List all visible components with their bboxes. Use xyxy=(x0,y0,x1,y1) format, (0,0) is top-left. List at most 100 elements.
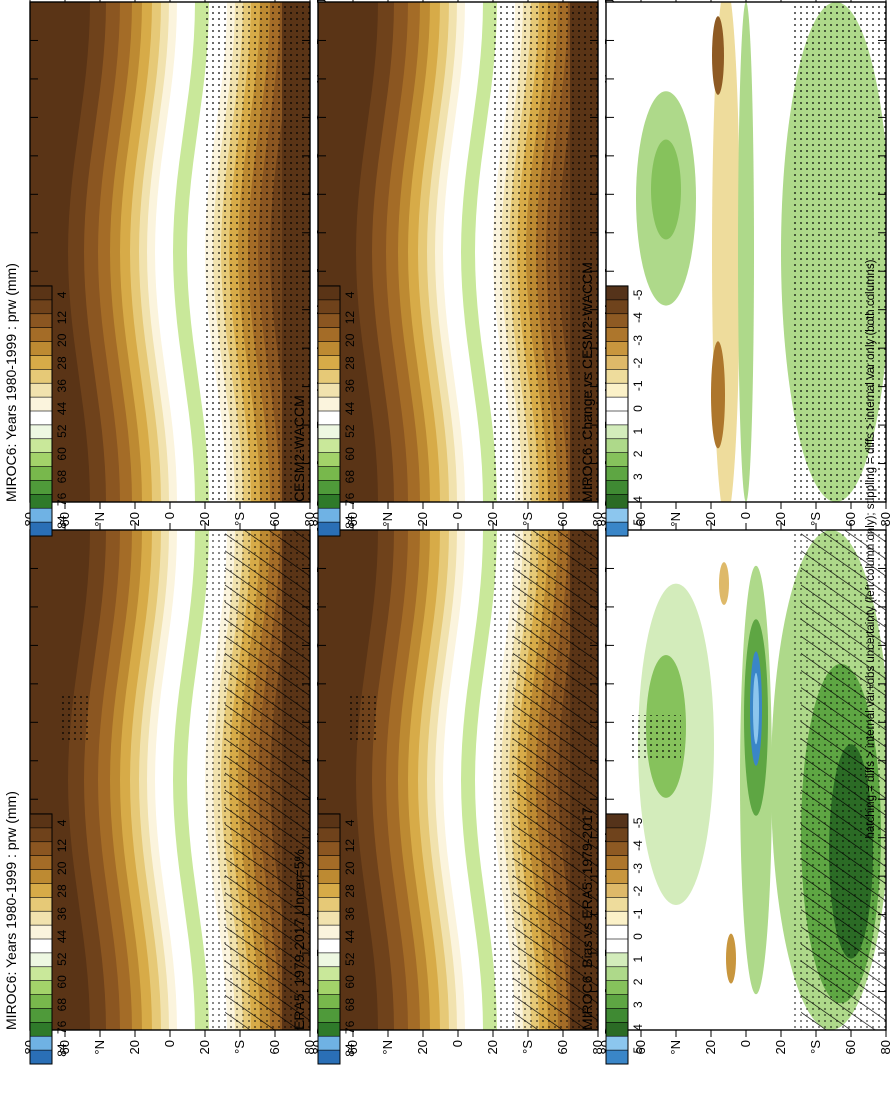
colorbar-label: 60 xyxy=(343,447,357,461)
stippling-overlay xyxy=(791,2,886,502)
colorbar-frame xyxy=(29,813,53,1065)
colorbar-label: 84 xyxy=(55,1043,69,1057)
colorbar-swatch xyxy=(605,827,629,843)
colorbar-swatch xyxy=(29,354,53,370)
colorbar-swatch xyxy=(29,952,53,968)
y-tick-label: 60 xyxy=(57,512,72,526)
y-tick-label: 20 xyxy=(703,1040,718,1054)
contour-band xyxy=(753,672,759,745)
colorbar-swatch xyxy=(605,910,629,926)
colorbar-label: 1 xyxy=(631,428,645,435)
y-tick-label: 20 xyxy=(415,512,430,526)
colorbar-swatch xyxy=(29,1021,53,1037)
colorbar-swatch xyxy=(317,868,341,884)
y-tick-label: 80 xyxy=(878,512,891,526)
colorbar-swatch xyxy=(29,868,53,884)
colorbar-swatch xyxy=(605,396,629,412)
colorbar-swatch xyxy=(317,993,341,1009)
colorbar-label: 20 xyxy=(343,861,357,875)
colorbar-label: 4 xyxy=(631,1024,645,1031)
colorbar-swatch xyxy=(317,354,341,370)
y-tick-label: 60 xyxy=(267,512,282,526)
y-tick-label: 60 xyxy=(57,1040,72,1054)
colorbar-swatch xyxy=(29,980,53,995)
panel-title: ERA5: 1979-2017 Uncer=5% xyxy=(291,849,307,1030)
panel-title: MIROC6: Bias vs ERA5: 1979-2017 xyxy=(579,807,595,1030)
colorbar-label: 68 xyxy=(55,998,69,1012)
contour-band xyxy=(318,2,379,502)
colorbar-swatch xyxy=(29,479,53,495)
colorbar-swatch xyxy=(317,382,341,398)
contour-band xyxy=(130,530,162,1030)
contour-band xyxy=(84,2,121,502)
colorbar-label: 0 xyxy=(631,933,645,940)
panel-title: MIROC6: Years 1980-1999 : prw (mm) xyxy=(3,263,19,502)
colorbar-label: 12 xyxy=(343,311,357,325)
colorbar-label: 76 xyxy=(55,1020,69,1034)
colorbar-label: 12 xyxy=(343,839,357,853)
colorbar-swatch xyxy=(605,313,629,328)
colorbar-label: 60 xyxy=(55,447,69,461)
colorbar-label: 44 xyxy=(55,401,69,415)
colorbar-swatch xyxy=(605,368,629,384)
contour-band xyxy=(418,2,450,502)
colorbar-swatch xyxy=(605,465,629,481)
colorbar-label: 52 xyxy=(343,424,357,438)
colorbar-frame xyxy=(605,285,629,537)
colorbar-label: 20 xyxy=(55,861,69,875)
contour-band xyxy=(386,2,421,502)
colorbar-swatch xyxy=(29,1007,53,1023)
y-tick-label: 60 xyxy=(345,1040,360,1054)
y-tick-label: 20 xyxy=(703,512,718,526)
contour-band xyxy=(130,2,162,502)
colorbar: 5 4 3 2 1 0 -1 -2 -3 -4 -5 xyxy=(605,813,645,1065)
colorbar-frame xyxy=(317,285,341,537)
contour-band xyxy=(318,530,379,1030)
colorbar-label: 4 xyxy=(55,819,69,826)
colorbar-label: 3 xyxy=(631,1001,645,1008)
panel-title: MIROC6: Change vs CESM2-WACCM xyxy=(579,262,595,502)
stippling-overlay xyxy=(348,695,378,740)
colorbar-frame xyxy=(29,285,53,537)
colorbar-swatch xyxy=(605,438,629,453)
y-tick-label: 20 xyxy=(773,1040,788,1054)
y-tick-label: 60 xyxy=(555,1040,570,1054)
colorbar-swatch xyxy=(605,980,629,995)
y-tick-label: 20 xyxy=(485,1040,500,1054)
colorbar-swatch xyxy=(317,910,341,926)
colorbar-label: 52 xyxy=(55,952,69,966)
y-tick-label: 80 xyxy=(590,512,605,526)
colorbar-label: 76 xyxy=(343,1020,357,1034)
contour-band xyxy=(147,2,178,502)
stippling-overlay xyxy=(493,2,598,502)
field xyxy=(606,530,886,1030)
colorbar-label: 60 xyxy=(343,975,357,989)
colorbar-swatch xyxy=(605,382,629,398)
colorbar-frame xyxy=(605,813,629,1065)
colorbar-swatch xyxy=(605,993,629,1009)
colorbar-label: 4 xyxy=(343,819,357,826)
colorbar-label: 4 xyxy=(343,291,357,298)
colorbar-swatch xyxy=(317,1049,341,1065)
colorbar-label: 68 xyxy=(55,470,69,484)
colorbar-label: 28 xyxy=(343,884,357,898)
colorbar-label: 3 xyxy=(631,473,645,480)
y-tick-label: °N xyxy=(668,512,683,527)
colorbar-swatch xyxy=(317,340,341,356)
colorbar-label: 52 xyxy=(343,952,357,966)
contour-band xyxy=(30,2,91,502)
contour-band xyxy=(435,2,466,502)
contour-band xyxy=(155,2,196,502)
colorbar: 84 76 68 60 52 44 36 28 20 12 4 xyxy=(29,813,69,1065)
colorbar-swatch xyxy=(605,938,629,954)
colorbar-swatch xyxy=(29,424,53,440)
colorbar-swatch xyxy=(29,368,53,384)
contour-band xyxy=(712,16,724,95)
colorbar-label: 44 xyxy=(343,401,357,415)
colorbar-swatch xyxy=(317,493,341,509)
colorbar-label: 60 xyxy=(55,975,69,989)
